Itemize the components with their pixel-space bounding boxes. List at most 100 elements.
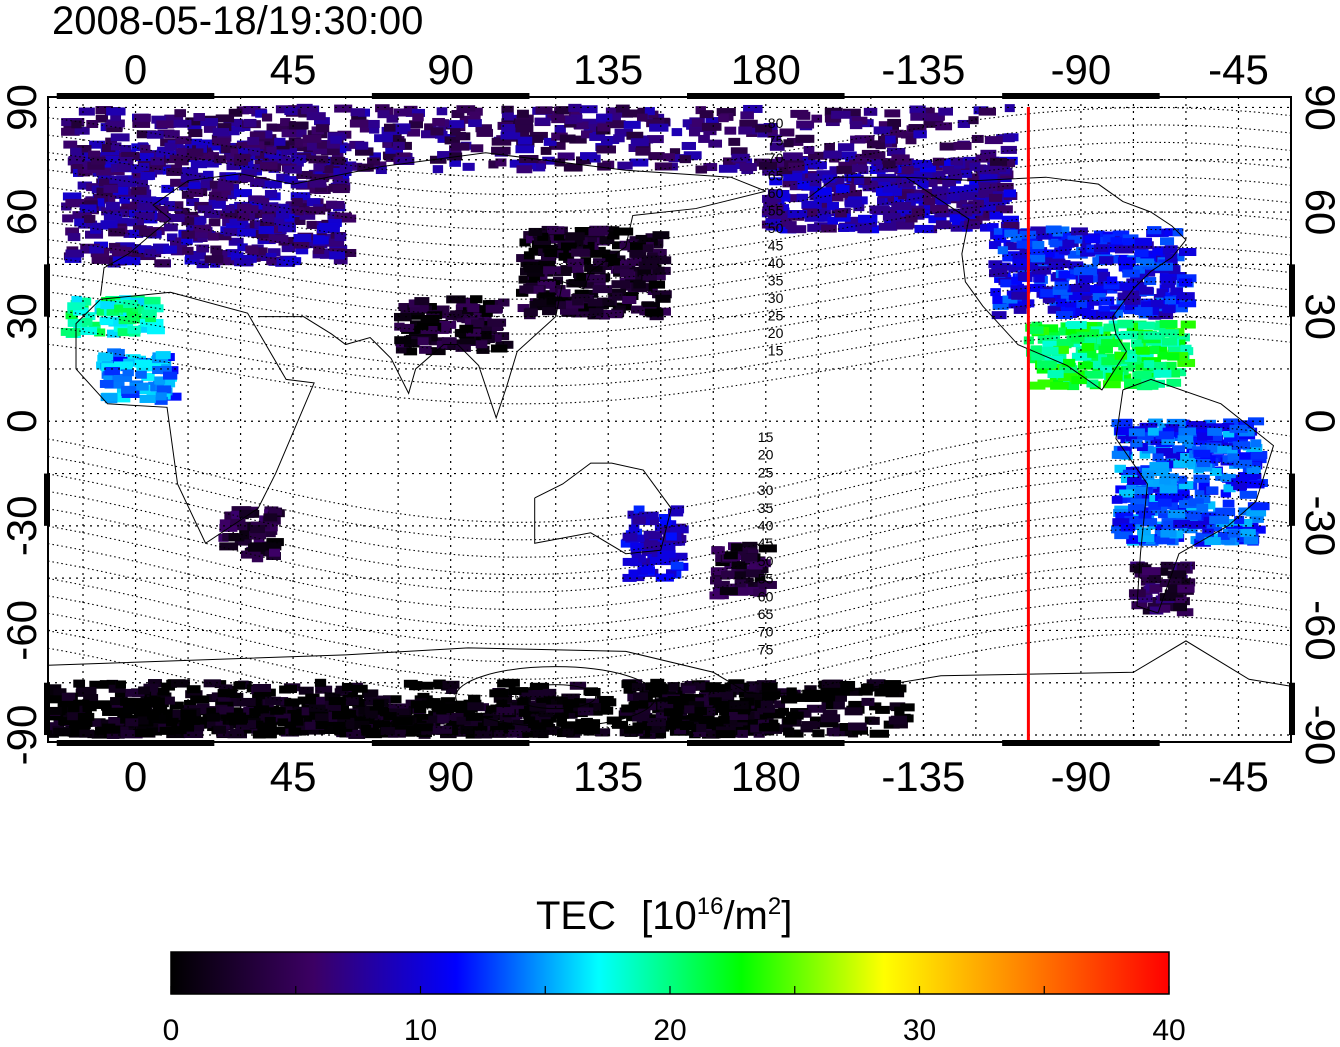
tec-cell [497, 679, 516, 688]
tec-cell [470, 295, 483, 304]
tec-cell [229, 217, 249, 226]
tec-cell [313, 245, 325, 254]
tec-cell [855, 153, 871, 162]
tec-cell [1027, 326, 1044, 335]
tec-cell [315, 721, 328, 730]
tec-cell [224, 209, 238, 218]
tec-cell [268, 235, 289, 244]
tec-cell [655, 294, 671, 303]
tec-cell [446, 685, 458, 694]
tec-cell [618, 259, 632, 268]
tec-cell [644, 308, 664, 317]
tec-cell [432, 305, 450, 314]
tec-cell [406, 128, 421, 137]
tec-cell [65, 249, 85, 258]
tec-cell [1058, 246, 1070, 255]
tec-cell [556, 718, 568, 727]
tec-cell [305, 206, 326, 215]
tec-cell [226, 162, 241, 171]
tec-cell [1124, 516, 1144, 525]
tec-cell [528, 227, 543, 236]
tec-cell [1246, 443, 1263, 452]
tec-cell [203, 124, 217, 133]
tec-cell [162, 392, 182, 401]
tec-cell [681, 141, 696, 150]
tec-cell [876, 173, 897, 182]
tec-cell [121, 389, 140, 398]
tec-cell [117, 218, 138, 227]
tec-cell [449, 127, 461, 136]
tec-cell [462, 162, 475, 171]
tec-cell [67, 233, 81, 242]
tec-cell [924, 107, 935, 116]
tec-cell [802, 157, 816, 166]
timestamp-label: 2008-05-18/19:30:00 [52, 0, 423, 43]
tec-cell [65, 311, 78, 320]
tec-cell [771, 134, 782, 143]
tec-cell [369, 706, 389, 715]
tec-cell [1068, 261, 1084, 270]
tec-cell [363, 689, 379, 698]
tec-cell [1142, 567, 1161, 576]
tec-cell [695, 697, 715, 706]
bottom-tick-bar [1002, 740, 1160, 746]
tec-cell [827, 216, 839, 225]
tec-cell [1037, 379, 1056, 388]
tec-cell [1222, 429, 1235, 438]
tec-cell [329, 251, 346, 260]
tec-cell [330, 200, 345, 209]
tec-cell [152, 197, 169, 206]
tec-cell [197, 233, 208, 242]
tec-cell [1194, 538, 1211, 547]
tec-cell [249, 131, 266, 140]
tec-cell [693, 728, 712, 737]
tec-cell [490, 344, 508, 353]
tec-cell [918, 201, 936, 210]
tec-cell [1164, 361, 1177, 370]
tec-cell [593, 258, 606, 267]
tec-cell [212, 137, 231, 146]
tec-cell [711, 571, 731, 580]
tec-cell [280, 705, 293, 714]
tec-cell [249, 708, 261, 717]
tec-cell [605, 120, 626, 129]
tec-cell [538, 292, 555, 301]
tec-cell [228, 237, 244, 246]
tec-cell [128, 229, 140, 238]
tec-cell [372, 720, 390, 729]
tec-cell [102, 707, 118, 716]
tec-cell [660, 721, 676, 730]
tec-cell [652, 290, 672, 299]
tec-cell [104, 366, 120, 375]
tec-cell [1179, 578, 1191, 587]
tec-cell [264, 717, 276, 726]
tec-cell [1101, 357, 1121, 366]
tec-cell [1053, 345, 1069, 354]
contour-label: 25 [758, 464, 774, 480]
tec-cell [980, 202, 999, 211]
tec-cell [1013, 305, 1027, 314]
tec-cell [1126, 255, 1146, 264]
tec-cell [417, 321, 429, 330]
tec-cell [1178, 278, 1193, 287]
tec-cell [896, 221, 914, 230]
tec-cell [429, 155, 447, 164]
tec-cell [405, 108, 426, 117]
right-tick-bar [1289, 682, 1295, 736]
tec-cell [630, 138, 649, 147]
tec-cell [106, 329, 121, 338]
tec-cell [126, 311, 141, 320]
tec-cell [1151, 344, 1168, 353]
tec-cell [1185, 511, 1202, 520]
tec-cell [447, 120, 465, 129]
tec-cell [280, 118, 291, 127]
tec-cell [622, 532, 638, 541]
tec-cell [526, 235, 538, 244]
tec-cell [135, 370, 147, 379]
tec-cell [65, 227, 80, 236]
tec-cell [661, 542, 674, 551]
tec-cell [1131, 601, 1148, 610]
tec-cell [369, 125, 380, 134]
tec-cell [1166, 378, 1182, 387]
top-longitude-labels: 0 45 90 135 180 -135 -90 -45 [124, 46, 1269, 93]
